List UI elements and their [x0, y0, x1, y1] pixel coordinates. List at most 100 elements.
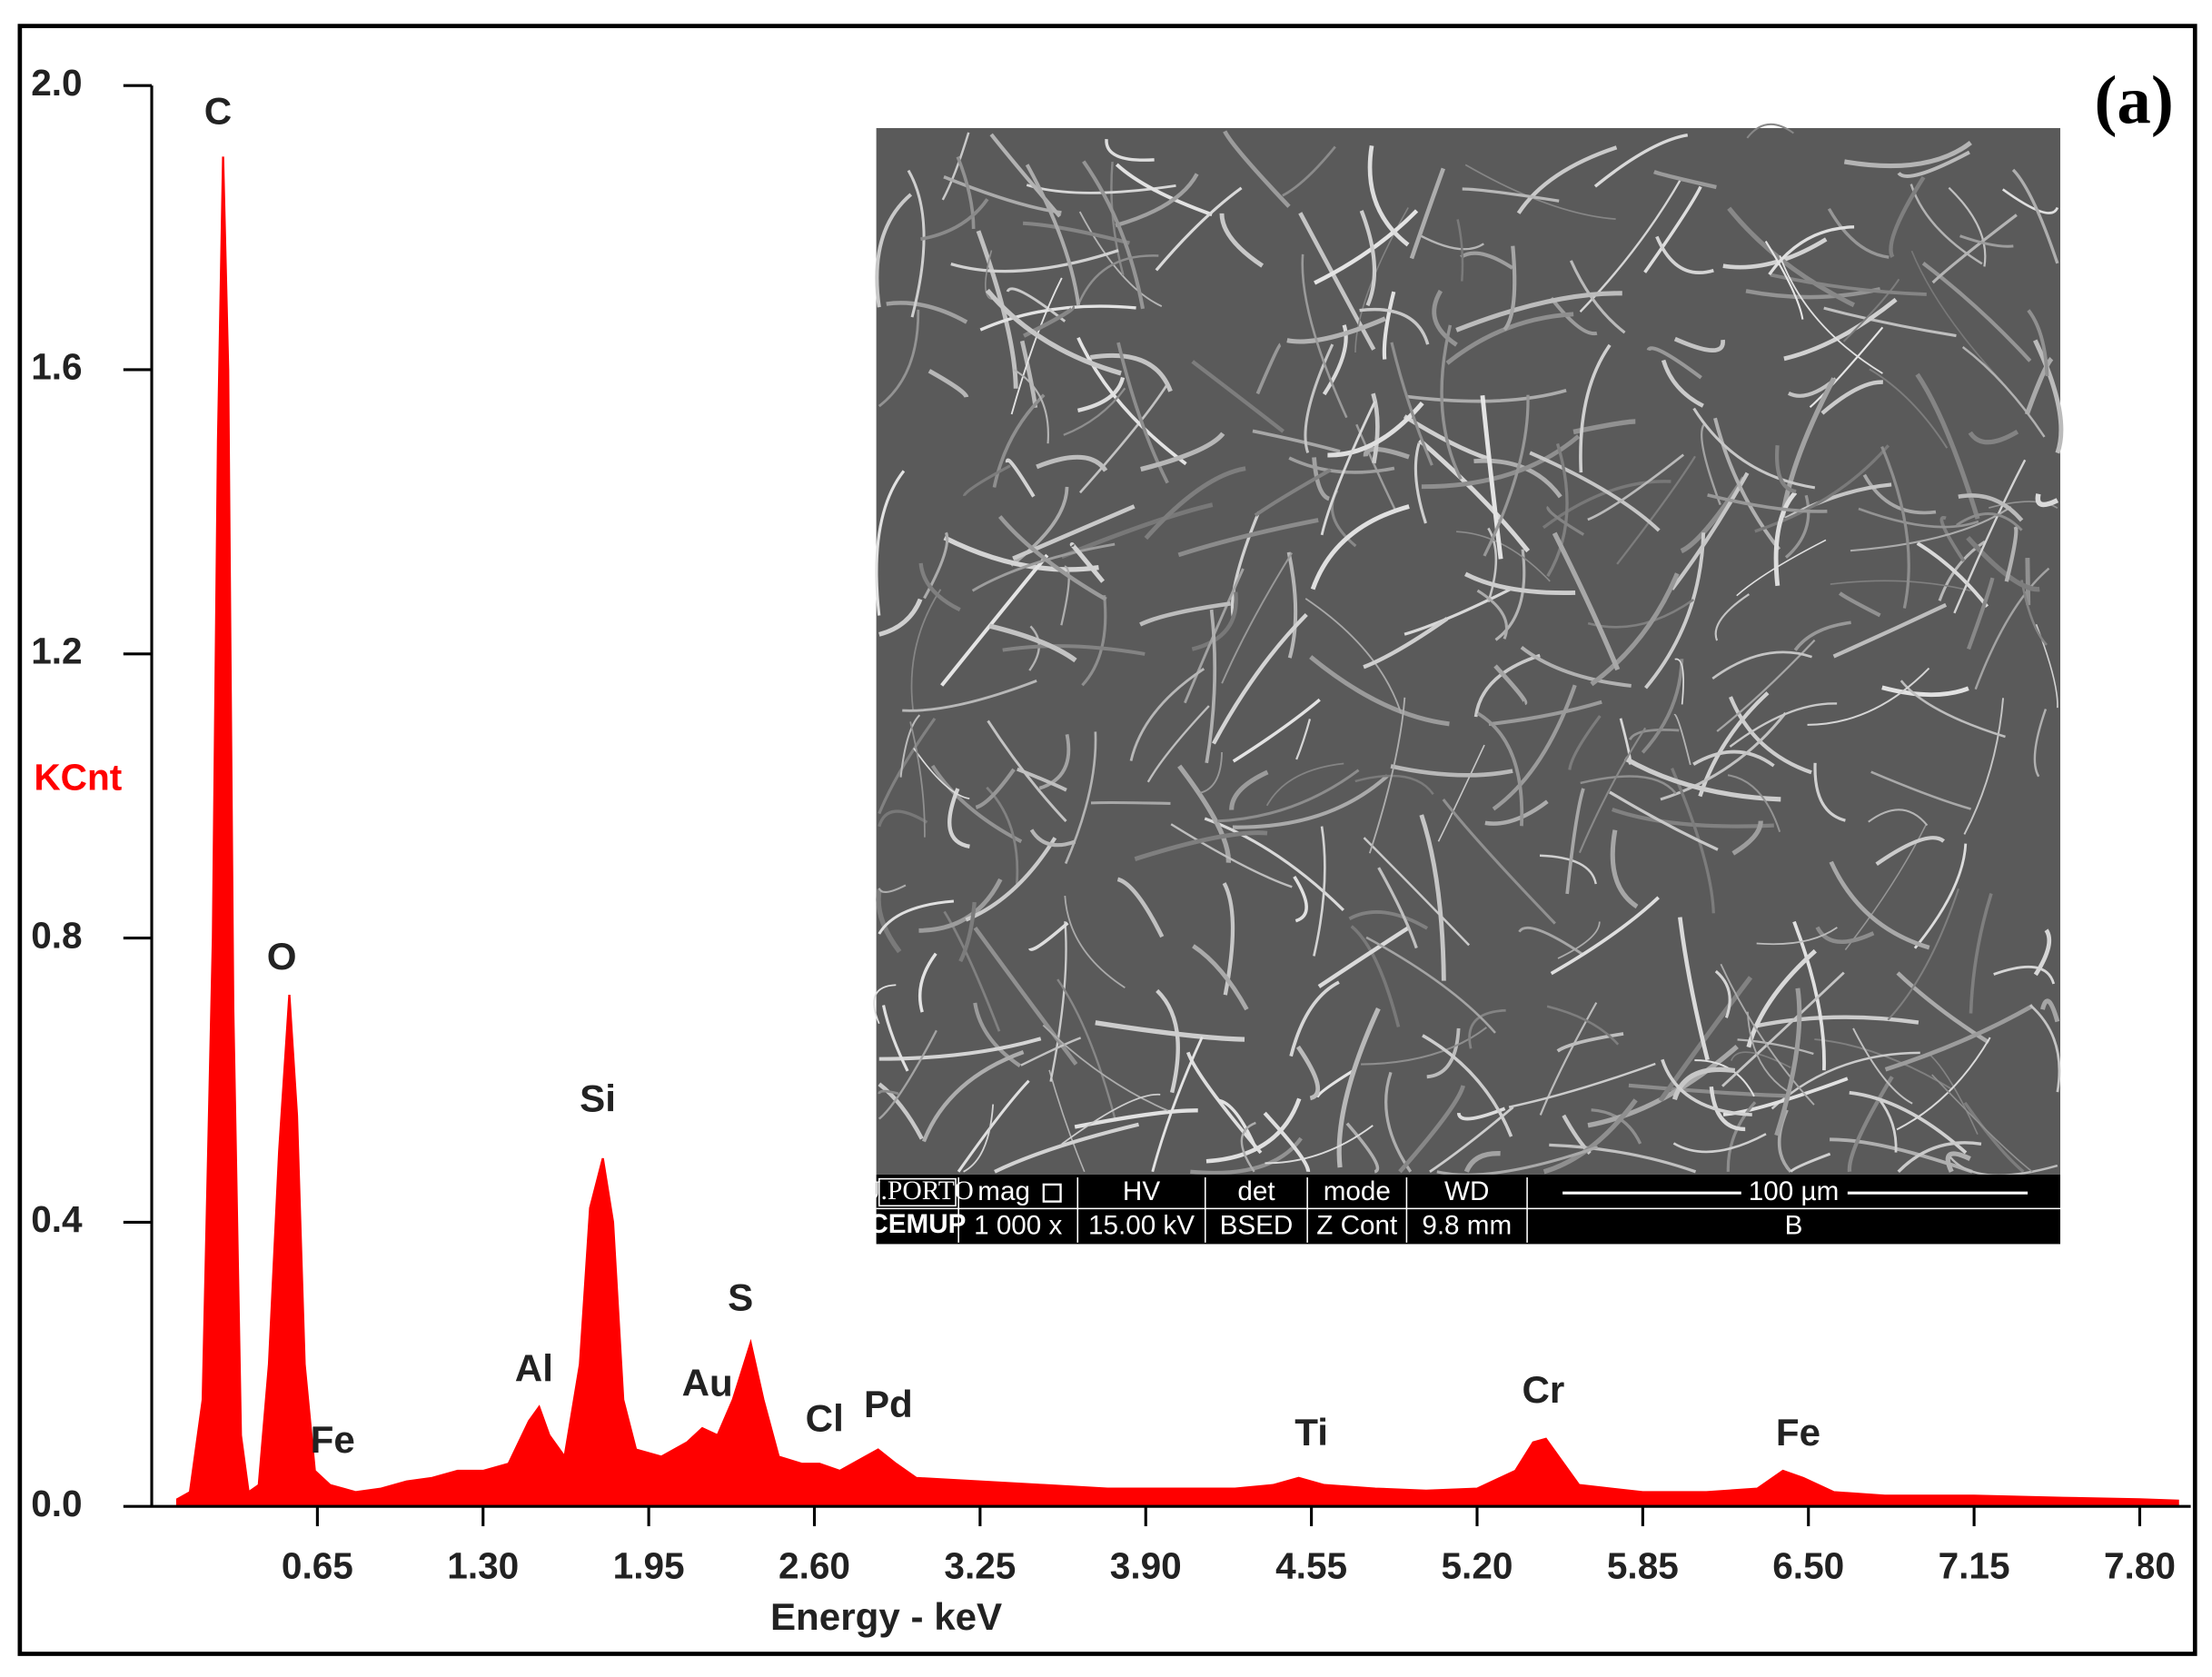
fiber — [2033, 709, 2048, 778]
fiber — [1359, 210, 1377, 307]
fiber — [1177, 764, 1231, 863]
fiber — [992, 393, 1046, 488]
fiber — [1365, 936, 1496, 1034]
fiber — [1493, 664, 1528, 706]
fiber — [1539, 854, 1597, 885]
fiber — [1217, 1098, 1259, 1152]
fiber — [965, 837, 1057, 922]
fiber — [1641, 659, 1684, 754]
fiber — [1646, 346, 1702, 380]
logo-box — [878, 1177, 957, 1207]
x-axis-label: Energy - keV — [770, 1595, 1002, 1638]
fiber — [1240, 1121, 1256, 1173]
fiber — [1492, 684, 1577, 811]
fiber — [1192, 944, 1249, 1011]
fiber — [1255, 342, 1282, 395]
fiber — [1144, 466, 1246, 541]
fiber — [1927, 1052, 1979, 1135]
fiber — [1661, 359, 1704, 408]
fiber — [873, 984, 897, 1025]
fiber — [1460, 251, 1514, 270]
fiber — [1516, 145, 1618, 214]
bar-label: mag — [977, 1176, 1030, 1206]
peak-label: Si — [580, 1077, 616, 1120]
fiber — [1488, 700, 1602, 727]
panel-label: (a) — [2094, 63, 2173, 138]
fiber — [1155, 186, 1243, 272]
fiber — [899, 714, 921, 778]
fiber — [1868, 809, 1929, 827]
fiber — [876, 888, 902, 954]
fiber — [1518, 926, 1584, 957]
fiber — [907, 169, 926, 318]
fiber — [1116, 342, 1169, 484]
fiber — [1129, 667, 1205, 761]
bar-label: det — [1237, 1176, 1275, 1206]
fiber — [1074, 1108, 1198, 1129]
peak-label: Cl — [806, 1396, 844, 1439]
peak-label: Fe — [1776, 1411, 1820, 1454]
fiber — [1371, 392, 1380, 464]
peak-label: Fe — [311, 1418, 355, 1461]
fiber — [1390, 342, 1433, 466]
fiber — [1569, 260, 1626, 334]
fiber — [878, 809, 928, 828]
fiber — [956, 155, 976, 229]
fiber — [1779, 254, 1883, 374]
fiber — [1746, 948, 1817, 1048]
fiber — [2001, 188, 2059, 214]
fiber — [1049, 921, 1067, 1082]
fiber — [1887, 888, 1959, 1021]
fiber — [1961, 346, 2046, 438]
sem-image — [876, 127, 2060, 1175]
fiber — [1405, 389, 1567, 403]
fiber — [1707, 493, 1828, 513]
fiber — [930, 764, 1023, 844]
x-tick-label: 4.55 — [1275, 1545, 1347, 1587]
fiber — [947, 788, 970, 848]
fiber — [1731, 1051, 1791, 1068]
x-tick-label: 3.90 — [1110, 1545, 1182, 1587]
fiber — [1616, 455, 1696, 565]
fiber — [881, 1005, 909, 1072]
fiber — [1674, 658, 1684, 705]
fiber — [878, 1082, 924, 1140]
fiber — [2040, 998, 2060, 1023]
fiber — [1064, 731, 1097, 865]
x-tick-label: 3.25 — [944, 1545, 1016, 1587]
fiber — [1844, 823, 1928, 951]
fiber — [1773, 491, 1798, 587]
fiber — [1884, 1004, 2034, 1072]
fiber — [1063, 387, 1126, 436]
fiber — [1587, 453, 1684, 521]
fiber — [1038, 733, 1071, 790]
fiber — [1716, 639, 1816, 732]
fiber — [1312, 457, 1331, 501]
fiber — [1309, 655, 1450, 727]
fiber — [1692, 407, 1816, 490]
fiber — [1720, 963, 1815, 1106]
fiber — [1722, 237, 1828, 270]
fiber — [1556, 1032, 1624, 1053]
fiber — [1204, 817, 1344, 912]
fiber — [1199, 752, 1223, 794]
fiber — [1382, 291, 1396, 360]
fiber — [1549, 1143, 1697, 1174]
fiber — [1746, 1011, 1788, 1092]
scale-bar-label: 100 µm — [1749, 1176, 1839, 1206]
fiber — [1151, 1036, 1204, 1173]
fiber — [940, 553, 1049, 687]
fiber — [2004, 525, 2019, 582]
fiber — [1216, 769, 1360, 823]
x-tick-label: 5.20 — [1441, 1545, 1513, 1587]
fiber — [1673, 336, 1725, 352]
bar-value: Z Cont — [1316, 1211, 1398, 1241]
x-tick-label: 1.30 — [447, 1545, 519, 1587]
fiber — [1304, 343, 1334, 453]
fiber — [1958, 493, 2024, 522]
peak-label: Cr — [1523, 1368, 1565, 1411]
fiber — [1418, 438, 1531, 553]
fiber — [1494, 549, 1526, 641]
fiber — [1623, 756, 1781, 802]
fiber — [1870, 770, 1971, 810]
